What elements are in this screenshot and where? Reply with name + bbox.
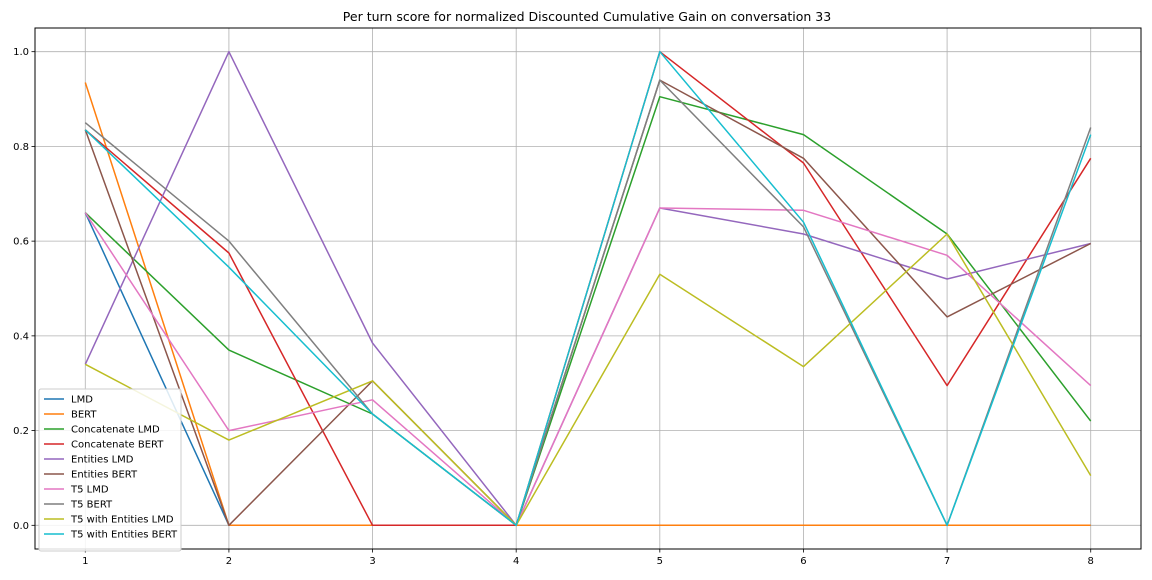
x-tick-label: 8	[1088, 556, 1094, 567]
x-tick-label: 2	[226, 556, 232, 567]
series-line-t5-bert	[84, 79, 1092, 527]
y-tick-label: 1.0	[13, 47, 29, 58]
y-tick-label: 0.8	[13, 142, 29, 153]
legend-entry: T5 LMD	[70, 485, 109, 496]
y-tick-label: 0.2	[13, 426, 29, 437]
y-tick-label: 0.0	[13, 521, 29, 532]
x-tick-label: 7	[944, 556, 950, 567]
y-tick-label: 0.4	[13, 331, 29, 342]
legend-entry: Concatenate LMD	[71, 425, 160, 436]
series-lines	[84, 50, 1092, 527]
legend-entry: Concatenate BERT	[71, 440, 164, 451]
x-tick-label: 6	[800, 556, 806, 567]
legend-entry: T5 BERT	[70, 500, 113, 511]
legend-entry: Entities BERT	[71, 470, 138, 481]
legend-entry: BERT	[71, 410, 97, 421]
series-line-t5-lmd	[84, 207, 1092, 527]
x-tick-label: 3	[369, 556, 375, 567]
legend-box	[38, 388, 182, 552]
series-line-bert	[84, 82, 1091, 527]
gridlines	[35, 28, 1141, 549]
series-line-t5-with-entities-lmd	[84, 233, 1092, 527]
chart-title: Per turn score for normalized Discounted…	[343, 9, 831, 24]
legend-entry: LMD	[71, 395, 93, 406]
series-line-lmd	[84, 212, 1091, 527]
legend-entry: Entities LMD	[71, 455, 134, 466]
axis-ticks: 1 2 3 4 5 6 7 8 0.0 0.2 0.4 0.6 0.8 1.0	[13, 47, 1094, 567]
legend-entry: T5 with Entities BERT	[70, 530, 178, 541]
x-tick-label: 1	[82, 556, 88, 567]
x-tick-label: 4	[513, 556, 519, 567]
plot-area-frame	[34, 27, 1142, 550]
legend: LMD BERT Concatenate LMD Concatenate BERT En…	[38, 388, 182, 552]
legend-entry: T5 with Entities LMD	[70, 515, 174, 526]
series-line-concatenate-lmd	[84, 95, 1092, 527]
y-tick-label: 0.6	[13, 237, 29, 248]
series-line-t5-with-entities-bert	[84, 50, 1092, 527]
x-tick-label: 5	[657, 556, 663, 567]
